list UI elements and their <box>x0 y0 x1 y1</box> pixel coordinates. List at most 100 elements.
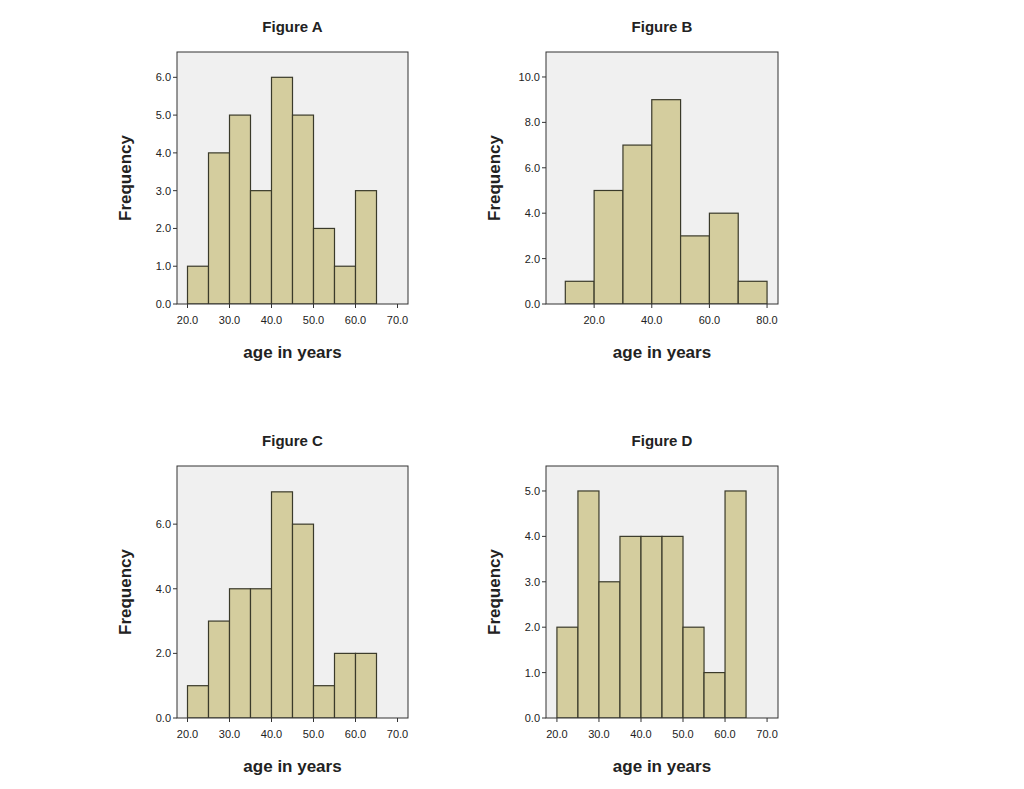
plot-area <box>177 52 408 304</box>
plot-frame <box>177 52 408 304</box>
histogram-bar <box>594 190 623 304</box>
histogram-panel: 0.02.04.06.08.010.020.040.060.080.0Figur… <box>485 18 778 362</box>
y-tick <box>542 718 546 719</box>
histogram-bar <box>662 536 683 718</box>
y-tick-label: 3.0 <box>525 576 540 588</box>
x-tick <box>187 718 188 722</box>
x-tick <box>397 718 398 722</box>
y-tick <box>173 266 177 267</box>
y-tick-label: 0.0 <box>525 712 540 724</box>
x-tick-label: 20.0 <box>583 314 604 326</box>
x-tick-label: 40.0 <box>641 314 662 326</box>
histogram-bar <box>709 213 738 304</box>
y-tick <box>173 304 177 305</box>
y-tick-label: 3.0 <box>156 185 171 197</box>
y-tick <box>173 653 177 654</box>
x-tick-label: 50.0 <box>303 728 324 740</box>
x-tick <box>271 718 272 722</box>
histogram-bar <box>314 228 335 304</box>
histogram-bar <box>272 492 293 718</box>
x-tick-label: 20.0 <box>177 728 198 740</box>
x-tick <box>271 304 272 308</box>
y-tick-label: 4.0 <box>156 147 171 159</box>
histogram-bar <box>209 153 230 304</box>
y-axis-label: Frequency <box>485 548 504 635</box>
histogram-bar <box>314 686 335 718</box>
histogram-bar <box>251 191 272 304</box>
histogram-bar <box>251 589 272 718</box>
y-tick <box>542 627 546 628</box>
x-tick-label: 20.0 <box>546 728 567 740</box>
x-tick <box>313 718 314 722</box>
y-tick-label: 1.0 <box>525 667 540 679</box>
x-tick <box>397 304 398 308</box>
x-tick-label: 50.0 <box>672 728 693 740</box>
x-tick <box>355 304 356 308</box>
histogram-panel: 0.01.02.03.04.05.06.020.030.040.050.060.… <box>116 18 408 362</box>
x-axis-label: age in years <box>613 343 711 362</box>
y-tick-label: 5.0 <box>525 485 540 497</box>
plot-frame <box>546 466 778 718</box>
histogram-bar <box>683 627 704 718</box>
x-tick-label: 60.0 <box>345 314 366 326</box>
x-tick <box>229 304 230 308</box>
x-tick-label: 30.0 <box>219 728 240 740</box>
bars <box>557 491 746 718</box>
y-tick-label: 0.0 <box>156 298 171 310</box>
y-tick <box>542 304 546 305</box>
histogram-bar <box>623 145 652 304</box>
y-tick <box>542 536 546 537</box>
x-tick-label: 70.0 <box>756 728 777 740</box>
chart-title: Figure A <box>262 18 322 35</box>
x-tick-label: 40.0 <box>261 314 282 326</box>
x-tick <box>725 718 726 722</box>
histogram-bar <box>738 281 767 304</box>
bars <box>188 77 377 304</box>
x-tick-label: 60.0 <box>714 728 735 740</box>
histogram-bar <box>335 266 356 304</box>
y-tick <box>542 672 546 673</box>
y-tick-label: 2.0 <box>156 222 171 234</box>
x-tick <box>313 304 314 308</box>
y-tick <box>173 190 177 191</box>
bars <box>565 100 767 304</box>
y-tick-label: 5.0 <box>156 109 171 121</box>
histogram-bar <box>578 491 599 718</box>
y-tick-label: 1.0 <box>156 260 171 272</box>
plot-area <box>177 466 408 718</box>
x-tick <box>556 718 557 722</box>
chart-title: Figure B <box>632 18 693 35</box>
y-tick <box>542 76 546 77</box>
x-tick-label: 70.0 <box>387 728 408 740</box>
y-tick-label: 2.0 <box>525 253 540 265</box>
y-tick-label: 6.0 <box>156 518 171 530</box>
histogram-bar <box>272 77 293 304</box>
plot-area <box>546 466 778 718</box>
histogram-bar <box>599 582 620 718</box>
histogram-bar <box>230 589 251 718</box>
histogram-bar <box>652 100 681 304</box>
x-tick-label: 80.0 <box>756 314 777 326</box>
histogram-bar <box>725 491 746 718</box>
histogram-panel: 0.01.02.03.04.05.020.030.040.050.060.070… <box>485 432 778 776</box>
histogram-bar <box>620 536 641 718</box>
x-tick-label: 60.0 <box>345 728 366 740</box>
x-tick <box>640 718 641 722</box>
x-tick <box>355 718 356 722</box>
y-tick <box>542 258 546 259</box>
y-tick-label: 0.0 <box>156 712 171 724</box>
y-tick <box>542 122 546 123</box>
plot-frame <box>546 52 778 304</box>
bars <box>188 492 377 718</box>
plot-frame <box>177 466 408 718</box>
histogram-bar <box>681 236 710 304</box>
y-tick-label: 2.0 <box>525 621 540 633</box>
x-tick <box>683 718 684 722</box>
histogram-bar <box>230 115 251 304</box>
x-tick <box>598 718 599 722</box>
x-tick-label: 30.0 <box>588 728 609 740</box>
y-tick-label: 10.0 <box>519 71 540 83</box>
y-tick <box>542 490 546 491</box>
plot-area <box>546 52 778 304</box>
histogram-bar <box>293 115 314 304</box>
